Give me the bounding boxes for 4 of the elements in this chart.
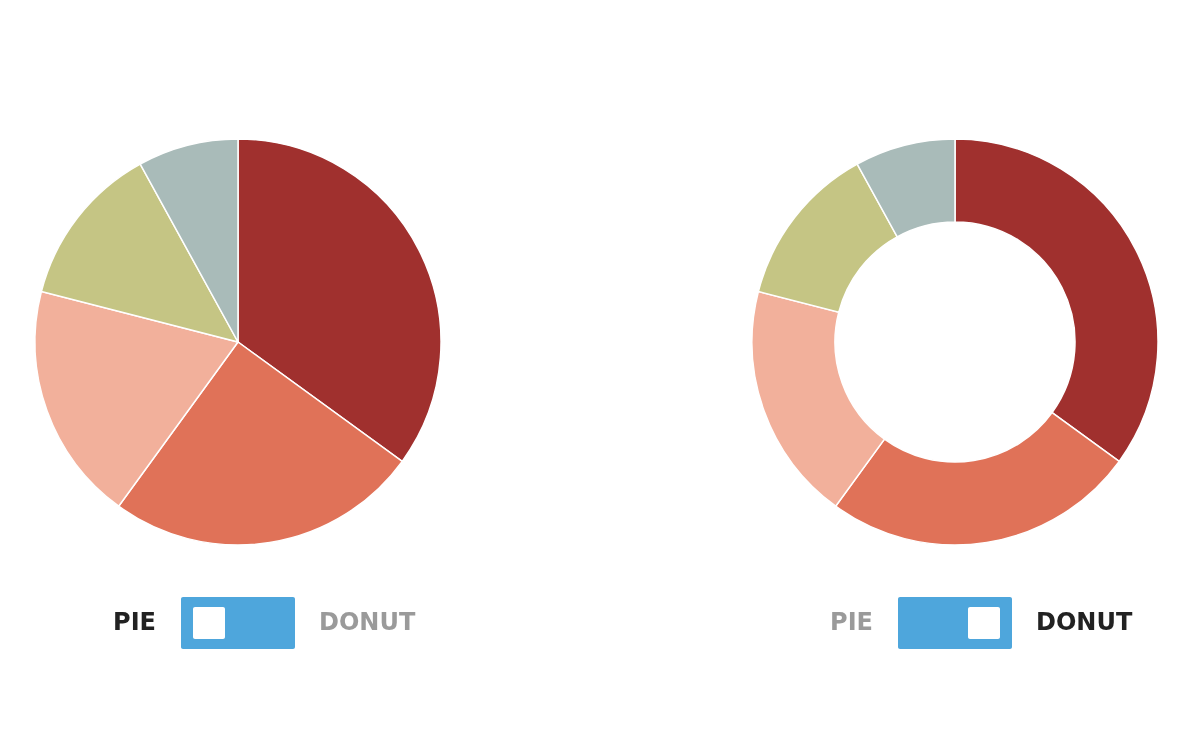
text: DONUT (1036, 608, 1133, 636)
text: DONUT (319, 608, 416, 636)
text: PIE (113, 608, 156, 636)
text: PIE (830, 608, 873, 636)
